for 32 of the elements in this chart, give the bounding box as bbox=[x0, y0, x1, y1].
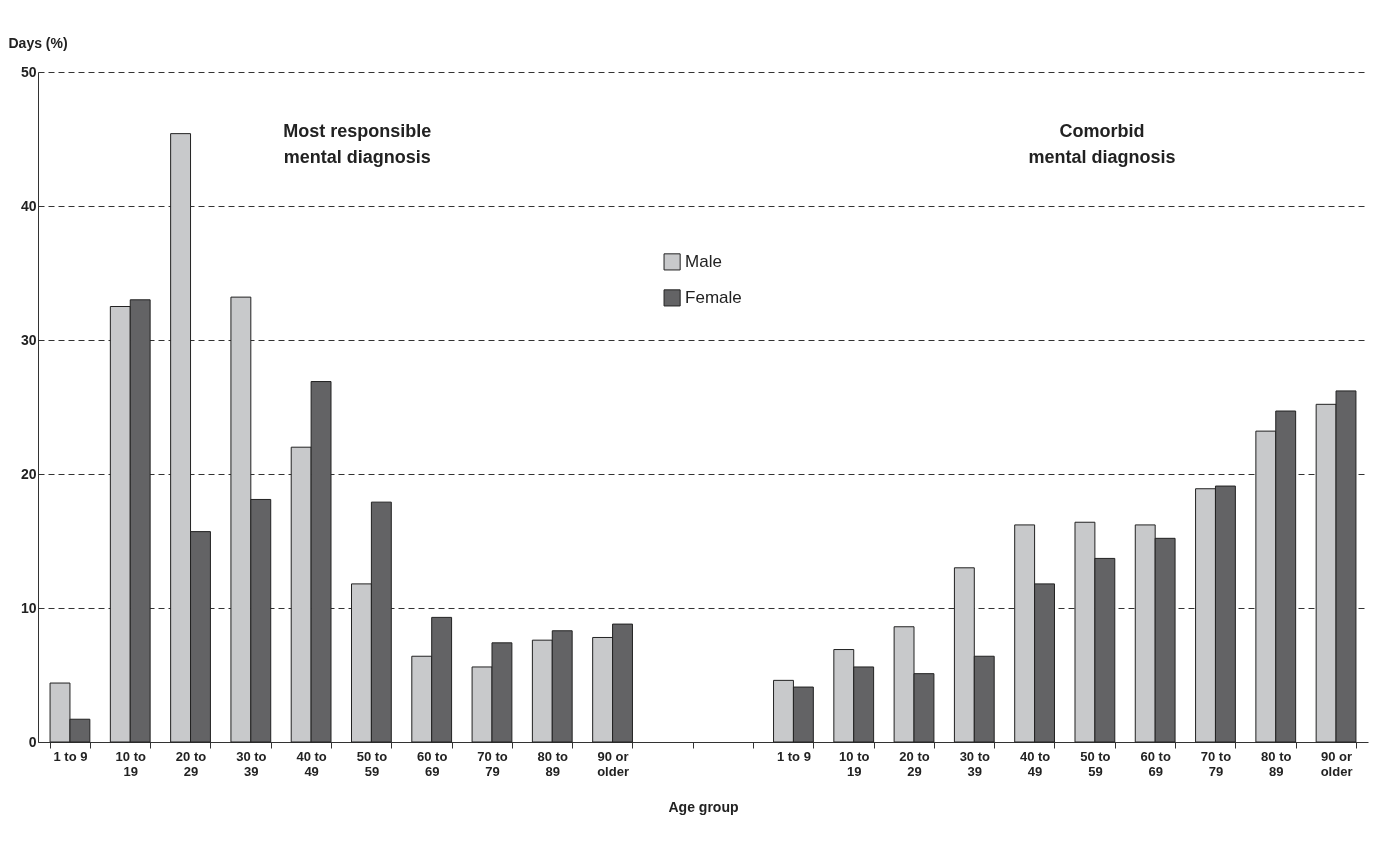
y-tick-label: 50 bbox=[20, 63, 37, 80]
x-tick-label: 1 to 9 bbox=[776, 748, 811, 764]
x-tick-label: 40 to 49 bbox=[1019, 748, 1051, 779]
x-tick-label: 10 to 19 bbox=[839, 748, 870, 779]
x-tick-label: 50 to 59 bbox=[356, 748, 388, 779]
x-tick-label: 1 to 9 bbox=[53, 748, 88, 764]
x-tick-label: 50 to 59 bbox=[1080, 748, 1111, 779]
x-tick-label: 30 to 39 bbox=[236, 748, 267, 779]
x-tick-label: 80 to 89 bbox=[537, 748, 568, 779]
y-tick-label: 20 bbox=[20, 465, 37, 482]
x-tick-label: 20 to 29 bbox=[899, 748, 930, 779]
x-tick-label: 90 or older bbox=[597, 748, 629, 779]
x-tick-label: 60 to 69 bbox=[417, 748, 448, 779]
x-tick-label: 80 to 89 bbox=[1261, 748, 1292, 779]
y-tick-label: 40 bbox=[20, 197, 37, 214]
annotation: Most responsible mental diagnosis bbox=[283, 121, 432, 167]
x-tick-label: 70 to 79 bbox=[477, 748, 508, 779]
x-tick-label: 70 to 79 bbox=[1200, 748, 1232, 779]
y-tick-label: 30 bbox=[20, 331, 37, 348]
y-tick-label: 0 bbox=[28, 733, 37, 750]
x-tick-label: 20 to 29 bbox=[175, 748, 207, 779]
legend-label: Male bbox=[685, 251, 722, 271]
x-tick-label: 30 to 39 bbox=[959, 748, 991, 779]
legend-label: Female bbox=[685, 287, 742, 307]
y-axis-title: Days (%) bbox=[8, 34, 68, 51]
annotation: Comorbid mental diagnosis bbox=[1028, 121, 1176, 167]
x-axis-title: Age group bbox=[668, 798, 739, 815]
x-tick-label: 60 to 69 bbox=[1140, 748, 1171, 779]
x-tick-label: 90 or older bbox=[1320, 748, 1353, 779]
x-tick-label: 40 to 49 bbox=[296, 748, 327, 779]
y-tick-label: 10 bbox=[20, 599, 37, 616]
x-tick-label: 10 to 19 bbox=[115, 748, 146, 779]
